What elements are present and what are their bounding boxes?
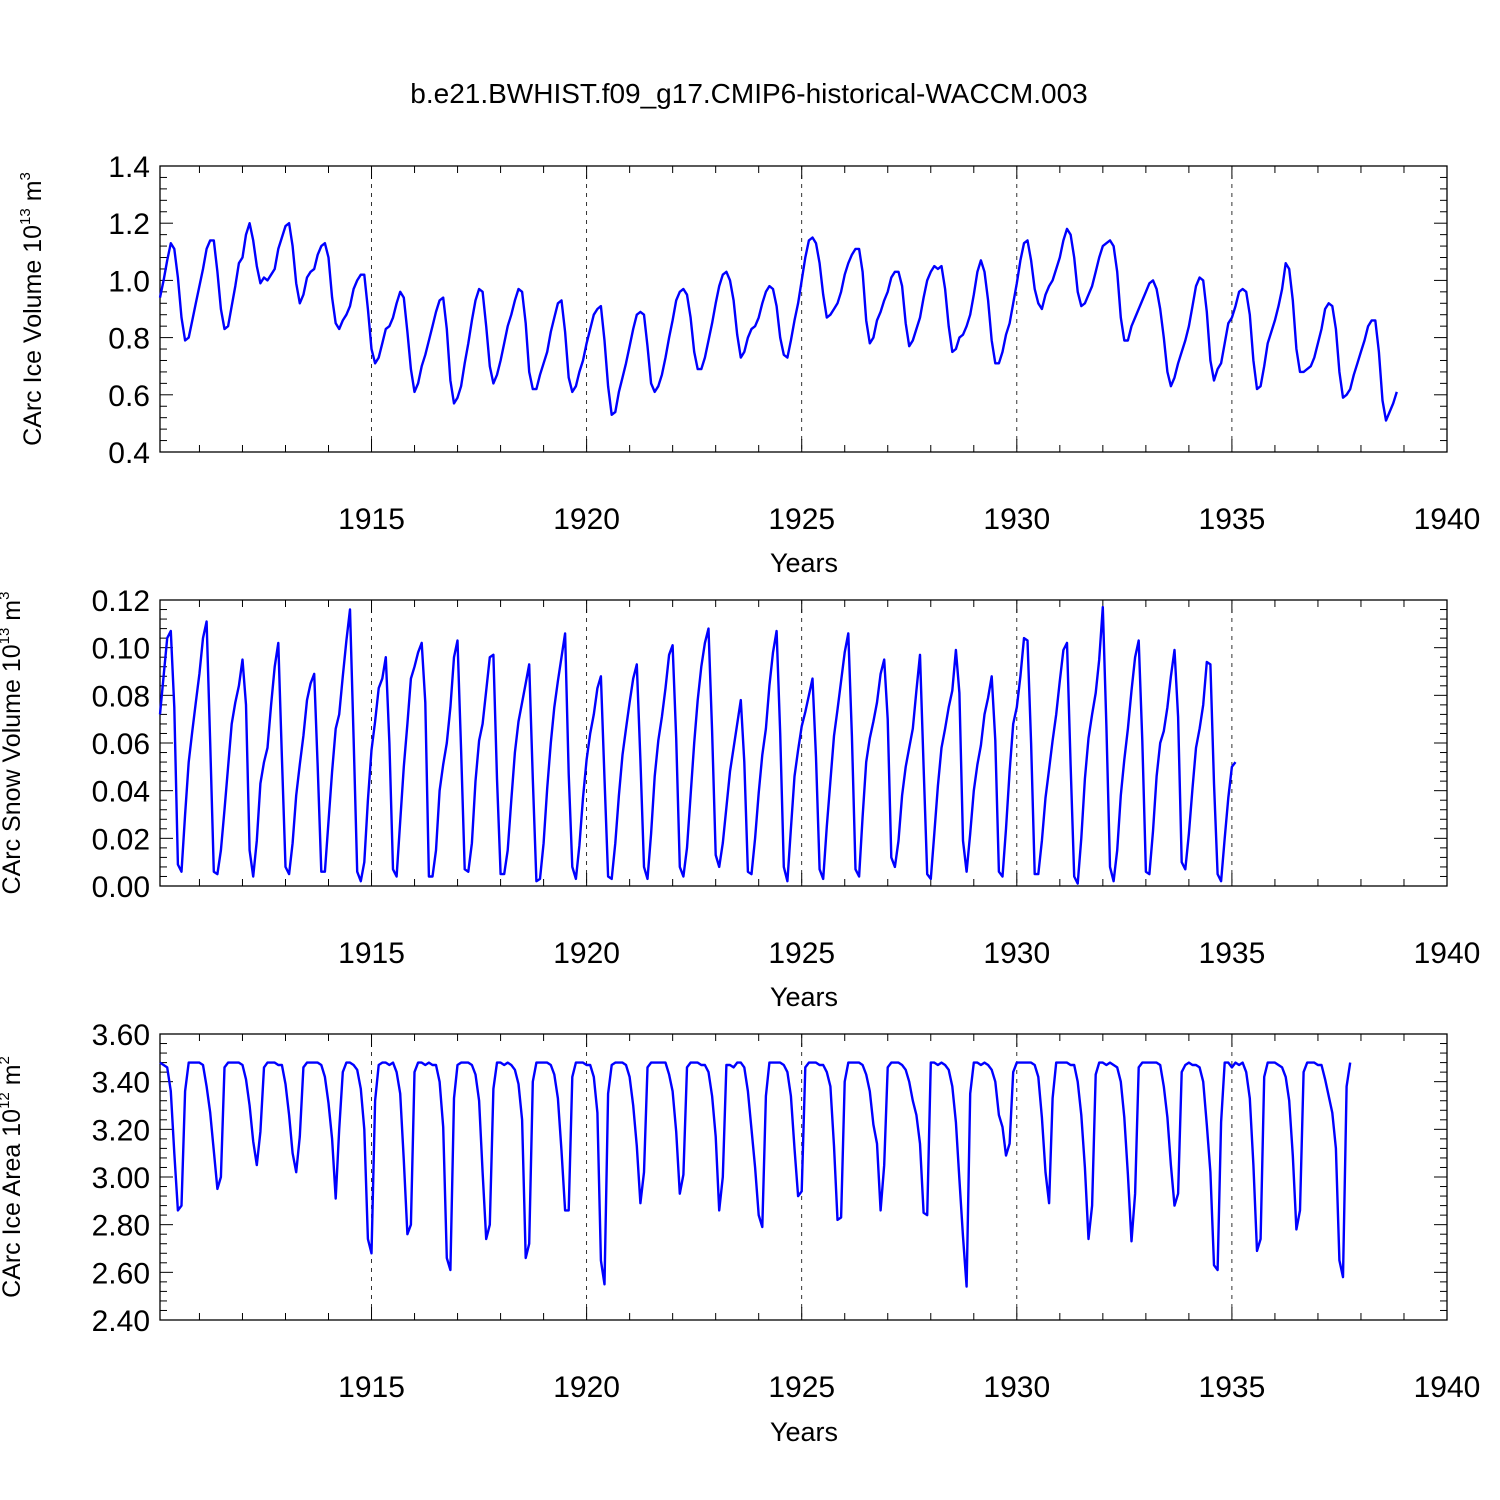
chart-title: b.e21.BWHIST.f09_g17.CMIP6-historical-WA…	[410, 78, 1087, 109]
panel-ice-volume: 0.4 0.6 0.8 1.0 1.2 1.4 1915 1920 1925 1930 1935 1…	[17, 151, 1480, 578]
y-tick-label: 0.12	[92, 585, 150, 618]
x-tick-label: 1915	[338, 503, 405, 536]
y-tick-label: 0.00	[92, 871, 150, 904]
y-tick-label: 0.06	[92, 728, 150, 761]
ice-volume-line	[158, 222, 1398, 422]
panel-ice-area: 2.40 2.60 2.80 3.00 3.20 3.40 3.60 1915 1920 192…	[0, 1019, 1480, 1447]
x-axis-label: Years	[770, 548, 838, 578]
x-axis-label: Years	[770, 982, 838, 1012]
y-tick-label: 1.4	[108, 151, 150, 184]
y-tick-label: 1.2	[108, 208, 150, 241]
y-tick-label: 0.4	[108, 437, 150, 470]
x-tick-label: 1920	[553, 1371, 620, 1404]
x-tick-label: 1925	[768, 937, 835, 970]
x-tick-label: 1940	[1414, 503, 1481, 536]
y-tick-label: 3.00	[92, 1162, 150, 1195]
ice-area-line	[159, 1061, 1352, 1288]
x-tick-label: 1925	[768, 503, 835, 536]
y-tick-label: 2.40	[92, 1305, 150, 1338]
y-tick-label: 0.04	[92, 776, 150, 809]
y-tick-label: 2.60	[92, 1257, 150, 1290]
y-tick-label: 3.20	[92, 1114, 150, 1147]
x-tick-label: 1940	[1414, 1371, 1481, 1404]
x-tick-label: 1930	[983, 937, 1050, 970]
y-tick-label: 0.02	[92, 823, 150, 856]
panel-frame	[159, 599, 1448, 887]
y-tick-label: 2.80	[92, 1210, 150, 1243]
panel-frame	[159, 1033, 1448, 1321]
y-tick-label: 0.8	[108, 323, 150, 356]
y-tick-label: 3.60	[92, 1019, 150, 1052]
x-tick-label: 1925	[768, 1371, 835, 1404]
x-tick-label: 1920	[553, 503, 620, 536]
snow-volume-line	[158, 605, 1237, 885]
y-tick-label: 0.6	[108, 380, 150, 413]
x-tick-label: 1935	[1199, 1371, 1266, 1404]
x-tick-label: 1940	[1414, 937, 1481, 970]
x-tick-label: 1915	[338, 1371, 405, 1404]
x-tick-label: 1920	[553, 937, 620, 970]
y-axis-label: CArc Ice Area 1012 m2	[0, 1056, 26, 1298]
x-tick-label: 1930	[983, 503, 1050, 536]
panel-snow-volume: 0.00 0.02 0.04 0.06 0.08 0.10 0.12 1915 1920 192…	[0, 585, 1480, 1012]
y-axis-label: CArc Snow Volume 1013 m3	[0, 592, 26, 895]
x-tick-label: 1930	[983, 1371, 1050, 1404]
y-axis-label: CArc Ice Volume 1013 m3	[17, 172, 47, 446]
panel-frame	[159, 165, 1448, 453]
x-tick-label: 1935	[1199, 937, 1266, 970]
y-tick-label: 0.08	[92, 680, 150, 713]
x-axis-label: Years	[770, 1417, 838, 1447]
y-tick-label: 1.0	[108, 265, 150, 298]
x-tick-label: 1935	[1199, 503, 1266, 536]
x-tick-label: 1915	[338, 937, 405, 970]
y-tick-label: 0.10	[92, 633, 150, 666]
y-tick-label: 3.40	[92, 1067, 150, 1100]
